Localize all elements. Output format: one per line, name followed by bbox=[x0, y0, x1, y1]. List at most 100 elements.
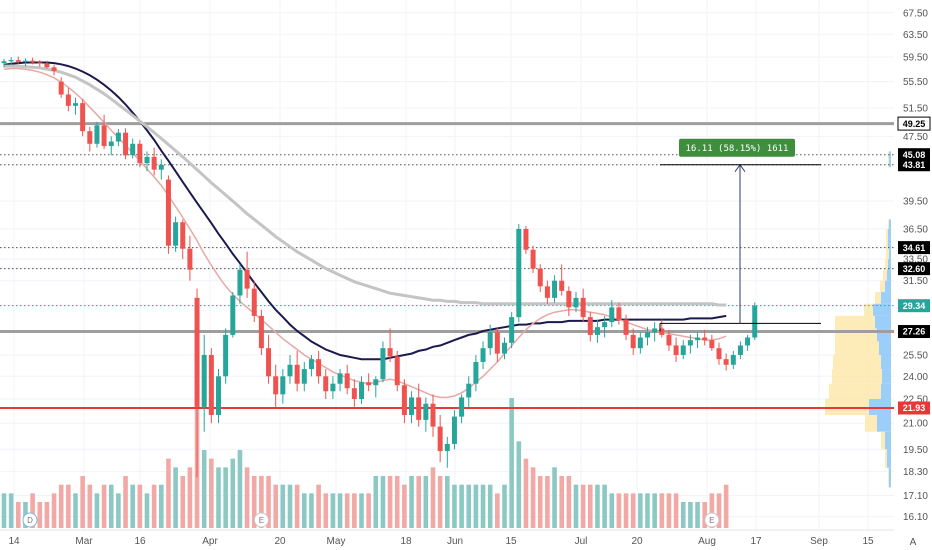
volume-profile-row-up bbox=[885, 280, 891, 293]
price-badge[interactable] bbox=[898, 158, 930, 172]
volume-profile-row-down bbox=[835, 341, 879, 355]
dividend-marker[interactable] bbox=[22, 512, 38, 528]
price-badge[interactable] bbox=[898, 148, 930, 162]
moving-averages bbox=[3, 61, 727, 399]
volume-bar bbox=[223, 467, 228, 528]
candle-body bbox=[437, 426, 443, 452]
volume-profile-row-up bbox=[885, 431, 891, 450]
candle-body bbox=[115, 132, 121, 142]
candle-body bbox=[516, 228, 522, 318]
candle-body bbox=[573, 297, 579, 308]
candle-body bbox=[158, 164, 164, 170]
axis-corner-label[interactable]: A bbox=[910, 537, 917, 548]
event-marker-label: D bbox=[27, 516, 33, 525]
time-tick-label: 15 bbox=[862, 536, 874, 547]
candle-body bbox=[666, 334, 672, 346]
volume-profile-row-down bbox=[865, 414, 877, 432]
volume-profile-row-down bbox=[888, 159, 889, 168]
volume-bar bbox=[180, 476, 186, 528]
candle-body bbox=[687, 340, 693, 346]
price-badge[interactable] bbox=[898, 241, 930, 255]
candle-body bbox=[659, 328, 665, 335]
candle-body bbox=[559, 280, 565, 291]
volume-bar bbox=[8, 493, 14, 528]
volume-bar bbox=[130, 484, 135, 528]
time-tick-label: 20 bbox=[631, 536, 643, 547]
price-badge[interactable] bbox=[898, 299, 930, 313]
candle-body bbox=[473, 361, 479, 384]
volume-bar bbox=[716, 493, 722, 528]
candle-body bbox=[566, 290, 572, 308]
volume-profile-row-up bbox=[888, 259, 891, 270]
volume-bar bbox=[666, 493, 672, 528]
candle-body bbox=[201, 354, 207, 407]
volume-bar bbox=[552, 467, 557, 528]
volume-bar bbox=[516, 441, 522, 528]
candle-body bbox=[294, 364, 300, 384]
candle-body bbox=[716, 348, 722, 360]
volume-bar bbox=[280, 484, 286, 528]
volume-bar bbox=[16, 502, 21, 528]
price-tick-label: 55.50 bbox=[903, 77, 928, 88]
volume-bar bbox=[480, 484, 486, 528]
price-tick-label: 22.50 bbox=[903, 394, 928, 405]
volume-profile-row-down bbox=[888, 151, 889, 160]
volume-bar bbox=[309, 493, 314, 528]
volume-profile-row-up bbox=[888, 238, 891, 249]
price-tick-label: 17.10 bbox=[903, 491, 928, 502]
volume-bar bbox=[273, 484, 278, 528]
candle-body bbox=[58, 81, 64, 95]
volume-bar bbox=[187, 467, 193, 528]
volume-bar bbox=[216, 467, 221, 528]
measure-tool[interactable]: 16.11 (58.15%) 1611 bbox=[659, 138, 821, 332]
price-badge-label: 49.25 bbox=[903, 119, 926, 129]
volume-profile-row-down bbox=[886, 238, 888, 249]
time-tick-label: 14 bbox=[8, 536, 20, 547]
price-badge[interactable] bbox=[897, 116, 931, 131]
price-tick-label: 24.00 bbox=[903, 372, 928, 383]
volume-bar bbox=[287, 484, 293, 528]
candle-body bbox=[73, 103, 78, 106]
candle-body bbox=[216, 376, 221, 415]
time-tick-label: 15 bbox=[505, 536, 517, 547]
measure-label-box[interactable] bbox=[679, 138, 795, 157]
volume-bar bbox=[580, 484, 586, 528]
candle-body bbox=[487, 332, 493, 349]
volume-profile-row-down bbox=[886, 228, 888, 239]
candle-body bbox=[652, 328, 658, 333]
volume-profile-row-down bbox=[886, 248, 889, 260]
volume-bar bbox=[344, 493, 350, 528]
volume-bar bbox=[523, 458, 529, 528]
candle-body bbox=[509, 317, 515, 343]
volume-bar bbox=[316, 484, 321, 528]
volume-bar bbox=[137, 484, 143, 528]
volume-bar bbox=[259, 476, 264, 528]
earnings-marker[interactable] bbox=[253, 512, 269, 528]
time-axis[interactable]: 14 Mar 16 Apr 20 May 18 Jun 15 Jul 20 Aug 17 Sep 15 bbox=[0, 529, 932, 550]
volume-profile-row-up bbox=[875, 315, 891, 329]
volume-bar bbox=[94, 493, 100, 528]
volume-bar bbox=[537, 476, 543, 528]
volume-bar bbox=[144, 493, 150, 528]
candle-body bbox=[258, 315, 264, 349]
moving-average-line bbox=[3, 67, 727, 399]
candle-body bbox=[544, 286, 550, 298]
volume-profile-row-up bbox=[881, 292, 891, 304]
earnings-marker[interactable] bbox=[704, 512, 720, 528]
volume-bar bbox=[509, 398, 514, 528]
candle-body bbox=[337, 373, 343, 384]
price-badge[interactable] bbox=[898, 325, 930, 339]
price-badge[interactable] bbox=[898, 262, 930, 276]
volume-profile-row-down bbox=[833, 354, 881, 370]
time-tick-label: May bbox=[327, 536, 346, 547]
candle-body bbox=[409, 397, 415, 415]
volume-bar bbox=[373, 476, 379, 528]
price-badge[interactable] bbox=[898, 401, 930, 415]
price-axis[interactable]: 67.50 63.50 59.50 55.50 51.50 47.50 39.50 36.50… bbox=[894, 0, 932, 550]
volume-bar bbox=[559, 476, 564, 528]
candle-body bbox=[709, 340, 715, 349]
candle-body bbox=[723, 359, 729, 365]
event-marker-label: E bbox=[259, 516, 264, 525]
volume-profile-row-down bbox=[880, 280, 885, 293]
